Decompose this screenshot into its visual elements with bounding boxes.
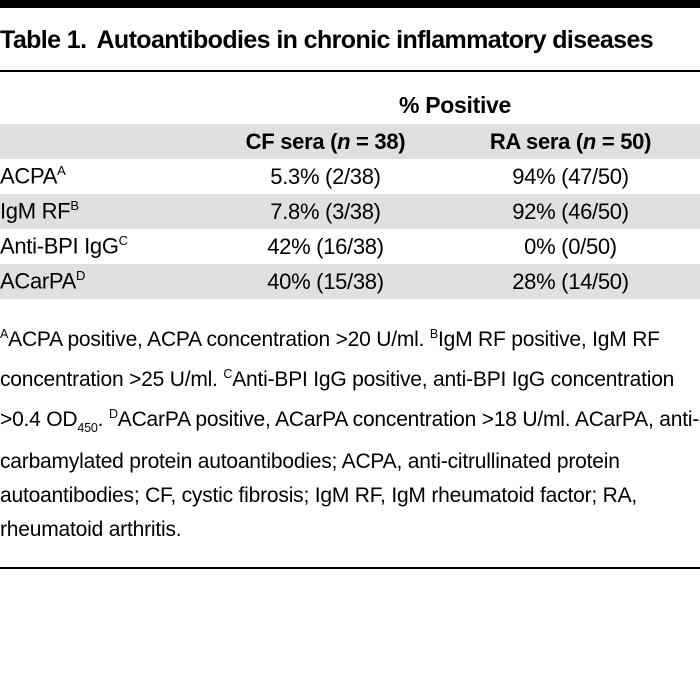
column-header-ra: RA sera (n = 50) — [441, 124, 700, 159]
row-label: IgM RFB — [0, 194, 210, 229]
cf-header-n: n — [337, 128, 351, 154]
row-label-text: ACarPA — [0, 268, 77, 294]
row-label: Anti-BPI IgGC — [0, 229, 210, 264]
cell-cf: 5.3% (2/38) — [270, 163, 381, 189]
row-label: ACPAA — [0, 159, 210, 194]
ra-header-post: = 50) — [596, 128, 652, 154]
top-rule — [0, 0, 700, 8]
table-title: Table 1. Autoantibodies in chronic inflam… — [0, 25, 700, 55]
table-row: Anti-BPI IgGC 42% (16/38) 0% (0/50) — [0, 229, 700, 264]
table-row: ACPAA 5.3% (2/38) 94% (47/50) — [0, 159, 700, 194]
ra-header-pre: RA sera ( — [489, 128, 583, 154]
footnote-text: ACPA positive, ACPA concentration >20 U/… — [8, 328, 430, 351]
cell-ra: 0% (0/50) — [524, 233, 617, 259]
footnote-subscript-450: 450 — [77, 421, 98, 435]
row-superscript: B — [70, 198, 79, 214]
row-label-text: ACPA — [0, 163, 58, 189]
row-label-text: IgM RF — [0, 198, 71, 224]
row-label: ACarPAD — [0, 264, 210, 299]
column-header-cf: CF sera (n = 38) — [210, 124, 441, 159]
ra-header-n: n — [582, 128, 597, 154]
table-row: ACarPAD 40% (15/38) 28% (14/50) — [0, 264, 700, 299]
footnote-superscript-d: D — [108, 407, 118, 421]
footnote-superscript-a: A — [0, 327, 9, 341]
cell-ra: 94% (47/50) — [512, 163, 629, 189]
group-header-row: % Positive — [0, 72, 700, 124]
cell-ra: 28% (14/50) — [512, 268, 629, 294]
bottom-rule — [0, 567, 700, 569]
footnote: AACPA positive, ACPA concentration >20 U… — [0, 317, 700, 547]
cell-cf: 42% (16/38) — [267, 233, 384, 259]
footnote-text: ACarPA positive, ACarPA concentration >1… — [0, 408, 700, 541]
title-divider-rule — [0, 70, 700, 72]
table-title-label: Table 1. — [0, 26, 87, 54]
row-label-text: Anti-BPI IgG — [0, 233, 119, 259]
percent-positive-header: % Positive — [398, 91, 512, 118]
cf-header-pre: CF sera ( — [245, 128, 338, 154]
cell-ra: 92% (46/50) — [512, 198, 629, 224]
cell-cf: 40% (15/38) — [267, 268, 384, 294]
empty-header-cell — [0, 72, 210, 124]
row-superscript: A — [57, 163, 66, 179]
table-row: IgM RFB 7.8% (3/38) 92% (46/50) — [0, 194, 700, 229]
footnote-text: IgM RF positive, IgM RF concentration >2… — [0, 328, 660, 391]
footnote-superscript-b: B — [429, 327, 439, 341]
footnote-text: . — [97, 408, 109, 431]
row-superscript: C — [118, 233, 129, 249]
column-header-row: CF sera (n = 38) RA sera (n = 50) — [0, 124, 700, 159]
cf-header-post: = 38) — [350, 128, 406, 154]
empty-header-cell — [0, 124, 210, 159]
results-table: % Positive CF sera (n = 38) RA sera (n =… — [0, 72, 700, 299]
cell-cf: 7.8% (3/38) — [270, 198, 381, 224]
footnote-text: Anti-BPI IgG positive, anti-BPI IgG conc… — [0, 368, 675, 431]
row-superscript: D — [76, 268, 86, 284]
table-title-text: Autoantibodies in chronic inflammatory d… — [96, 26, 654, 54]
footnote-superscript-c: C — [223, 367, 233, 381]
